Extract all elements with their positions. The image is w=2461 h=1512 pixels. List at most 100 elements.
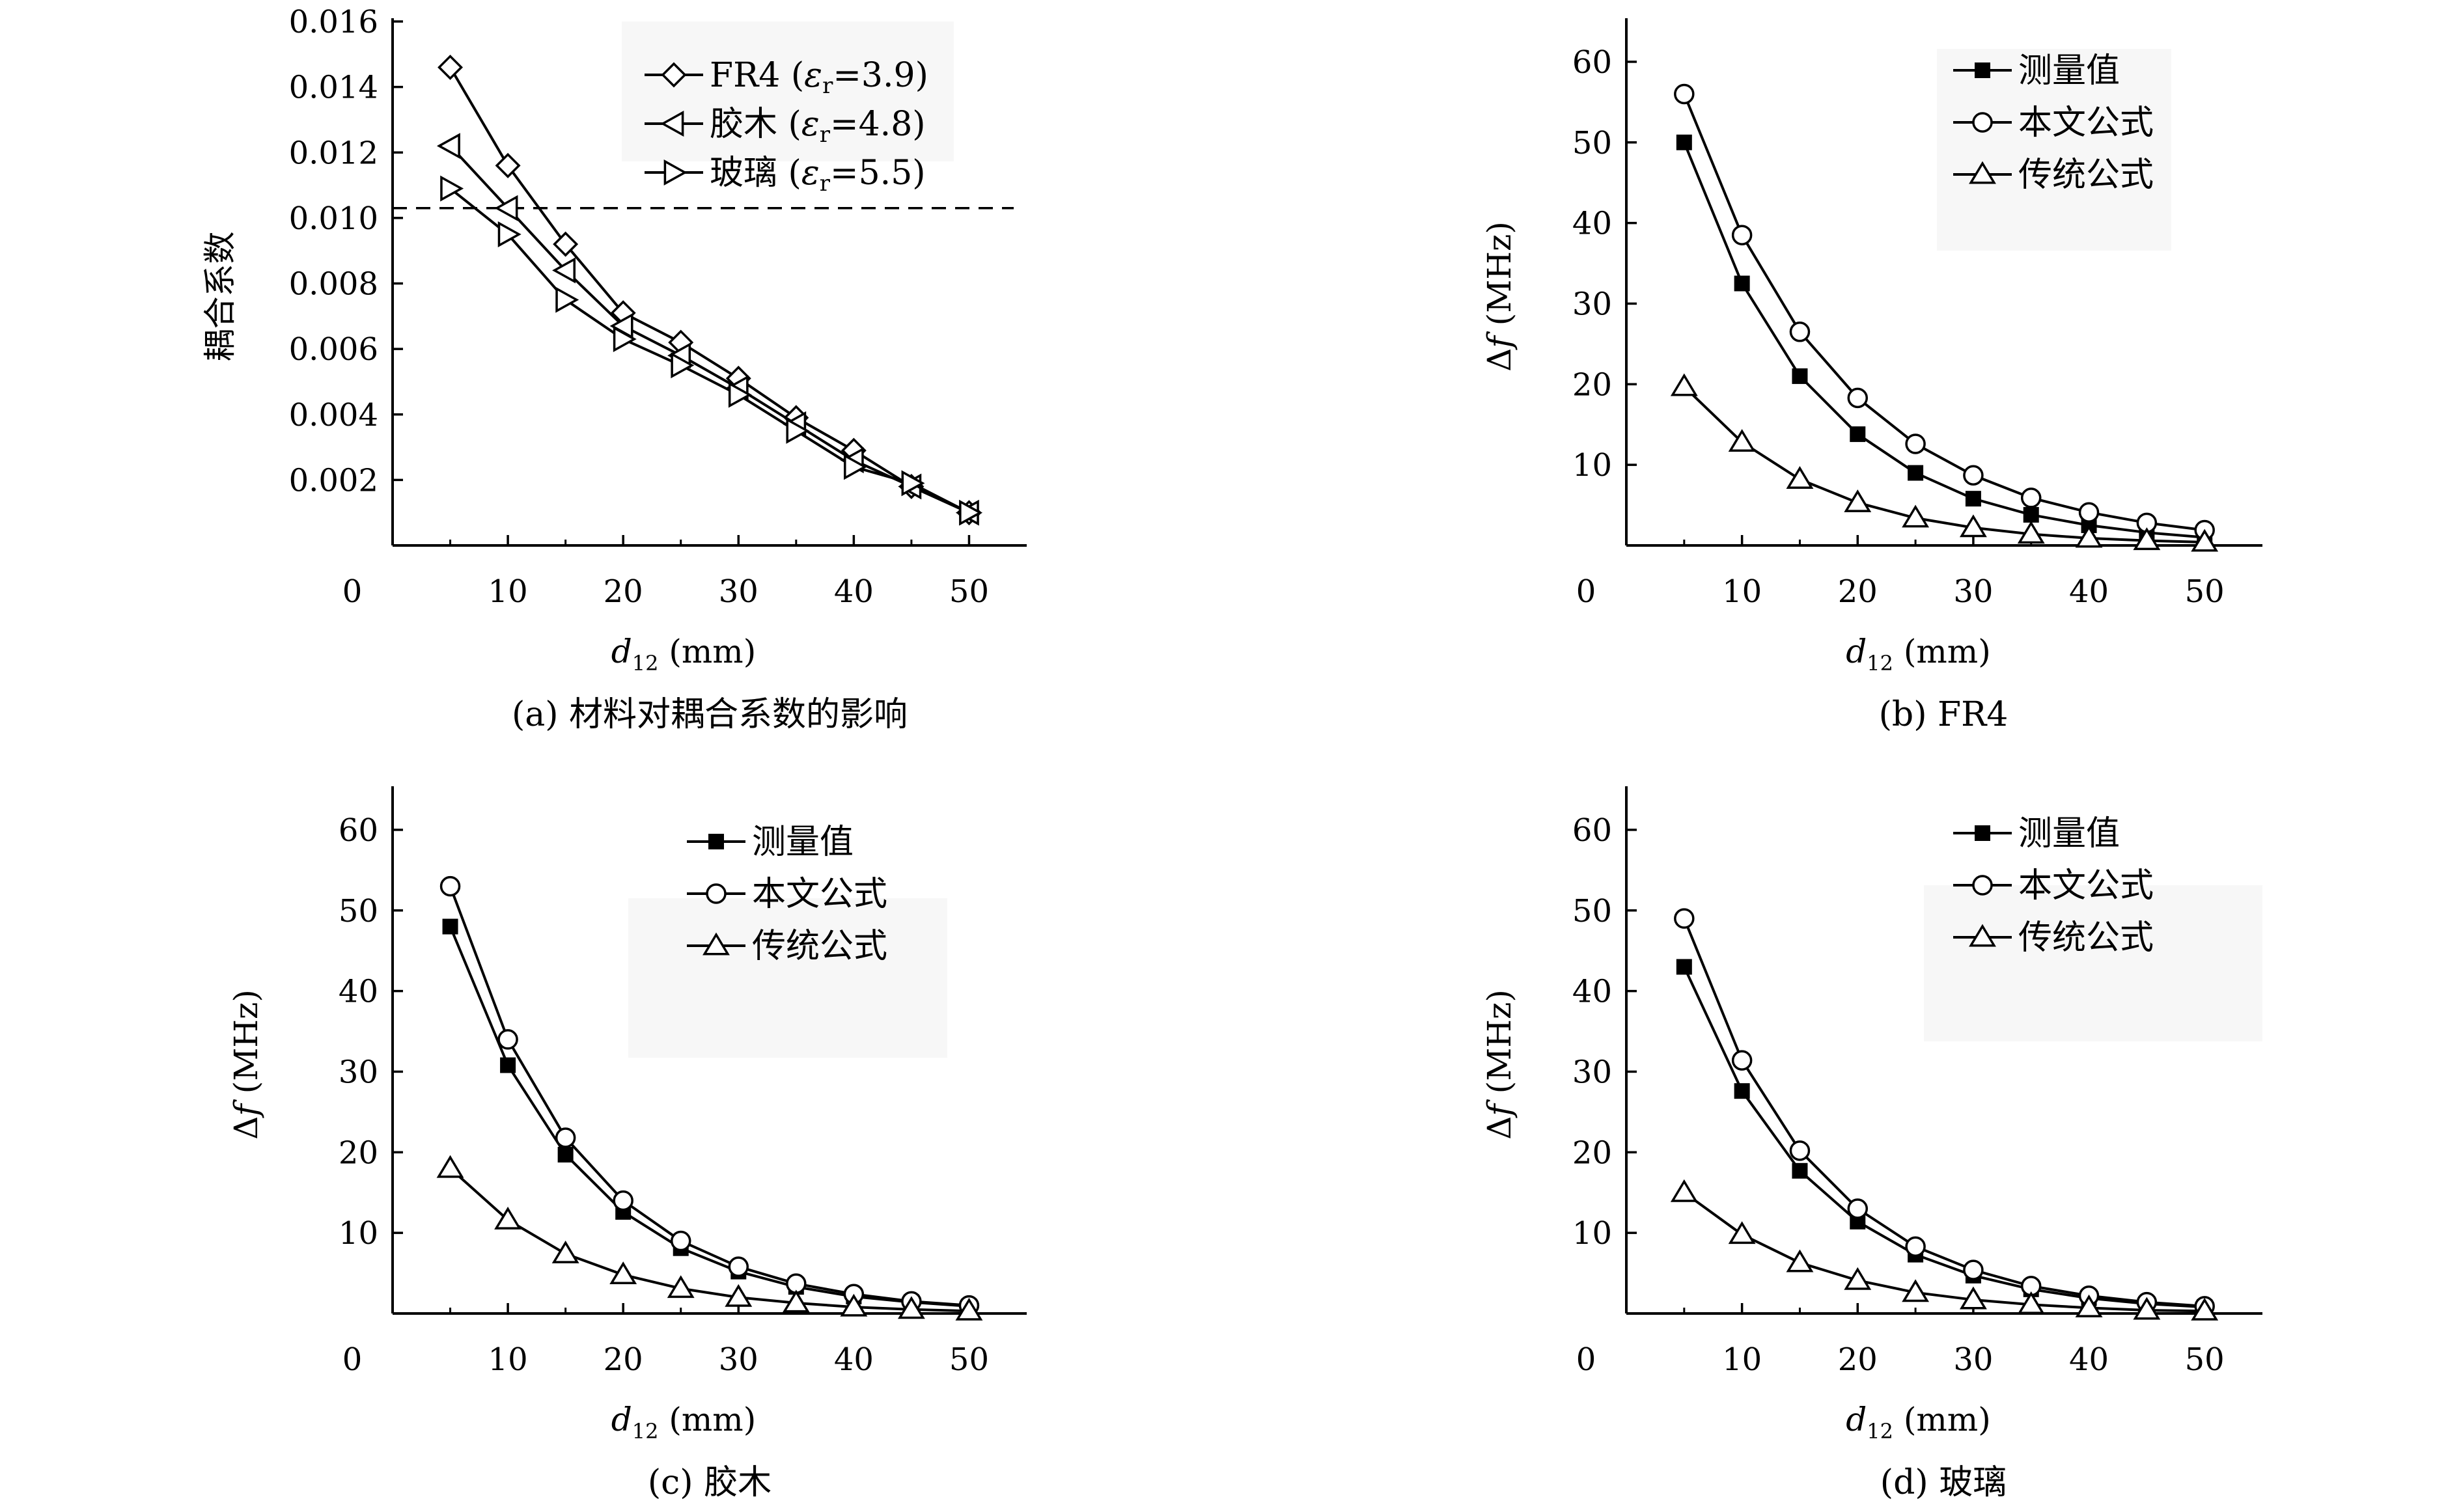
data-point-d-2-3 xyxy=(1844,1267,1872,1290)
x-axis-space-b xyxy=(1893,633,1904,670)
data-point-c-2-1 xyxy=(494,1206,522,1230)
y-tick-label-b: 30 xyxy=(1572,286,1612,322)
x-axis-sub-b: 12 xyxy=(1867,651,1893,676)
caption-c: (c) 胶木 xyxy=(648,1463,772,1502)
x-axis-unit-a: (mm) xyxy=(669,633,756,670)
data-point-a-0-1 xyxy=(495,152,521,178)
series-line-a-0 xyxy=(449,66,970,514)
x-axis-var-c: d xyxy=(611,1401,632,1438)
y-tick-label-c: 40 xyxy=(339,974,378,1010)
data-point-b-2-4 xyxy=(1902,504,1930,528)
data-point-c-2-0 xyxy=(436,1155,464,1178)
legend-label-d-2: 传统公式 xyxy=(2018,918,2154,957)
legend-name-a-1: 胶木 xyxy=(710,105,777,144)
y-axis-unit-d: (MHz) xyxy=(1481,989,1518,1093)
data-point-a-2-8 xyxy=(901,470,925,497)
legend-name-d-0: 测量值 xyxy=(2018,814,2120,853)
x-tick-label-b: 30 xyxy=(1953,573,1993,610)
data-point-d-2-9 xyxy=(2191,1297,2219,1321)
legend-name-c-1: 本文公式 xyxy=(752,875,887,914)
y-tick-label-b: 50 xyxy=(1572,125,1612,161)
series-line-c-0 xyxy=(449,926,969,1308)
data-point-b-1-2 xyxy=(1789,322,1811,342)
legend-label-c-0: 测量值 xyxy=(752,823,854,862)
legend-marker-b-1 xyxy=(1972,112,1993,133)
y-axis-space-b xyxy=(1481,325,1518,336)
data-point-b-1-0 xyxy=(1674,83,1695,105)
y-tick-label-c: 30 xyxy=(339,1054,378,1090)
legend-name-d-1: 本文公式 xyxy=(2018,866,2154,905)
data-point-b-2-0 xyxy=(1670,373,1698,396)
legend-marker-a-2 xyxy=(663,159,688,186)
legend-eq-a-1: = xyxy=(830,105,859,144)
legend-paren-a-0: ( xyxy=(780,56,804,95)
y-axis-unit-c: (MHz) xyxy=(227,989,265,1093)
series-line-a-1 xyxy=(449,144,970,514)
legend-label-a-2: 玻璃 (εr=5.5) xyxy=(710,154,926,197)
data-point-b-2-9 xyxy=(2191,529,2219,552)
data-point-c-2-2 xyxy=(551,1240,579,1263)
data-point-c-1-3 xyxy=(613,1190,633,1211)
data-point-c-1-0 xyxy=(439,875,461,897)
legend-name-b-1: 本文公式 xyxy=(2018,103,2154,143)
legend-eps-symbol-a-1: ε xyxy=(801,105,820,144)
data-point-a-0-2 xyxy=(553,231,579,257)
data-point-d-1-2 xyxy=(1789,1140,1811,1161)
x-tick-label-d: 20 xyxy=(1838,1341,1878,1378)
y-tick-label-a: 0.006 xyxy=(289,331,378,368)
legend-marker-a-0 xyxy=(661,62,687,88)
x-tick-label-b: 20 xyxy=(1838,573,1878,610)
data-point-c-1-1 xyxy=(497,1029,518,1050)
series-line-c-1 xyxy=(449,885,969,1307)
legend-paren-close-a-2: ) xyxy=(912,154,925,193)
x-axis-unit-b: (mm) xyxy=(1904,633,1991,670)
y-tick-label-b: 60 xyxy=(1572,44,1612,81)
y-tick-label-c: 60 xyxy=(339,812,378,849)
data-point-a-2-7 xyxy=(844,454,867,480)
y-tick-label-a: 0.008 xyxy=(289,266,378,303)
data-point-b-1-3 xyxy=(1847,387,1869,409)
data-point-c-0-0 xyxy=(442,918,458,935)
legend-paren-close-a-1: ) xyxy=(912,105,925,144)
legend-eps-sub-a-1: r xyxy=(820,122,831,148)
legend-background-d xyxy=(1924,885,2262,1041)
series-line-b-0 xyxy=(1682,142,2205,539)
caption-d: (d) 玻璃 xyxy=(1880,1463,2007,1502)
legend-label-a-0: FR4 (εr=3.9) xyxy=(710,56,928,99)
legend-label-b-0: 测量值 xyxy=(2018,51,2120,90)
data-point-a-2-6 xyxy=(786,417,810,444)
data-point-d-0-2 xyxy=(1792,1162,1808,1179)
legend-eps-value-a-0: 3.9 xyxy=(861,56,915,95)
data-point-a-2-1 xyxy=(497,221,521,248)
data-point-b-0-2 xyxy=(1792,368,1808,384)
series-line-a-2 xyxy=(449,187,970,514)
legend-background-a xyxy=(622,21,954,161)
data-point-b-2-1 xyxy=(1728,429,1756,452)
data-point-b-2-2 xyxy=(1786,466,1814,489)
x-tick-label-c: 50 xyxy=(949,1341,989,1378)
x-axis-sub-d: 12 xyxy=(1867,1419,1893,1444)
data-point-b-1-5 xyxy=(1963,465,1984,486)
y-axis-delta-b: Δ xyxy=(1481,348,1518,372)
x-tick-label-a: 30 xyxy=(719,573,758,610)
y-tick-label-a: 0.010 xyxy=(289,200,378,237)
legend-name-b-2: 传统公式 xyxy=(2018,156,2154,195)
y-tick-label-d: 20 xyxy=(1572,1134,1612,1171)
y-axis-label-d: Δf (MHz) xyxy=(1481,989,1518,1140)
x-axis-var-b: d xyxy=(1846,633,1867,670)
data-point-b-0-4 xyxy=(1908,465,1924,481)
legend-label-d-1: 本文公式 xyxy=(2018,866,2154,905)
data-point-d-2-0 xyxy=(1670,1179,1698,1202)
data-point-c-0-2 xyxy=(557,1147,574,1163)
series-line-b-2 xyxy=(1683,385,2205,544)
legend-marker-c-2 xyxy=(702,932,730,955)
data-point-d-1-1 xyxy=(1731,1050,1753,1071)
legend-marker-a-1 xyxy=(660,111,684,137)
x-axis-space-d xyxy=(1893,1401,1904,1438)
x-tick-label-d: 40 xyxy=(2069,1341,2109,1378)
legend-eps-sub-a-2: r xyxy=(820,171,831,197)
legend-name-b-0: 测量值 xyxy=(2018,51,2120,90)
legend-label-a-1: 胶木 (εr=4.8) xyxy=(710,105,926,148)
data-point-d-1-0 xyxy=(1674,908,1695,929)
